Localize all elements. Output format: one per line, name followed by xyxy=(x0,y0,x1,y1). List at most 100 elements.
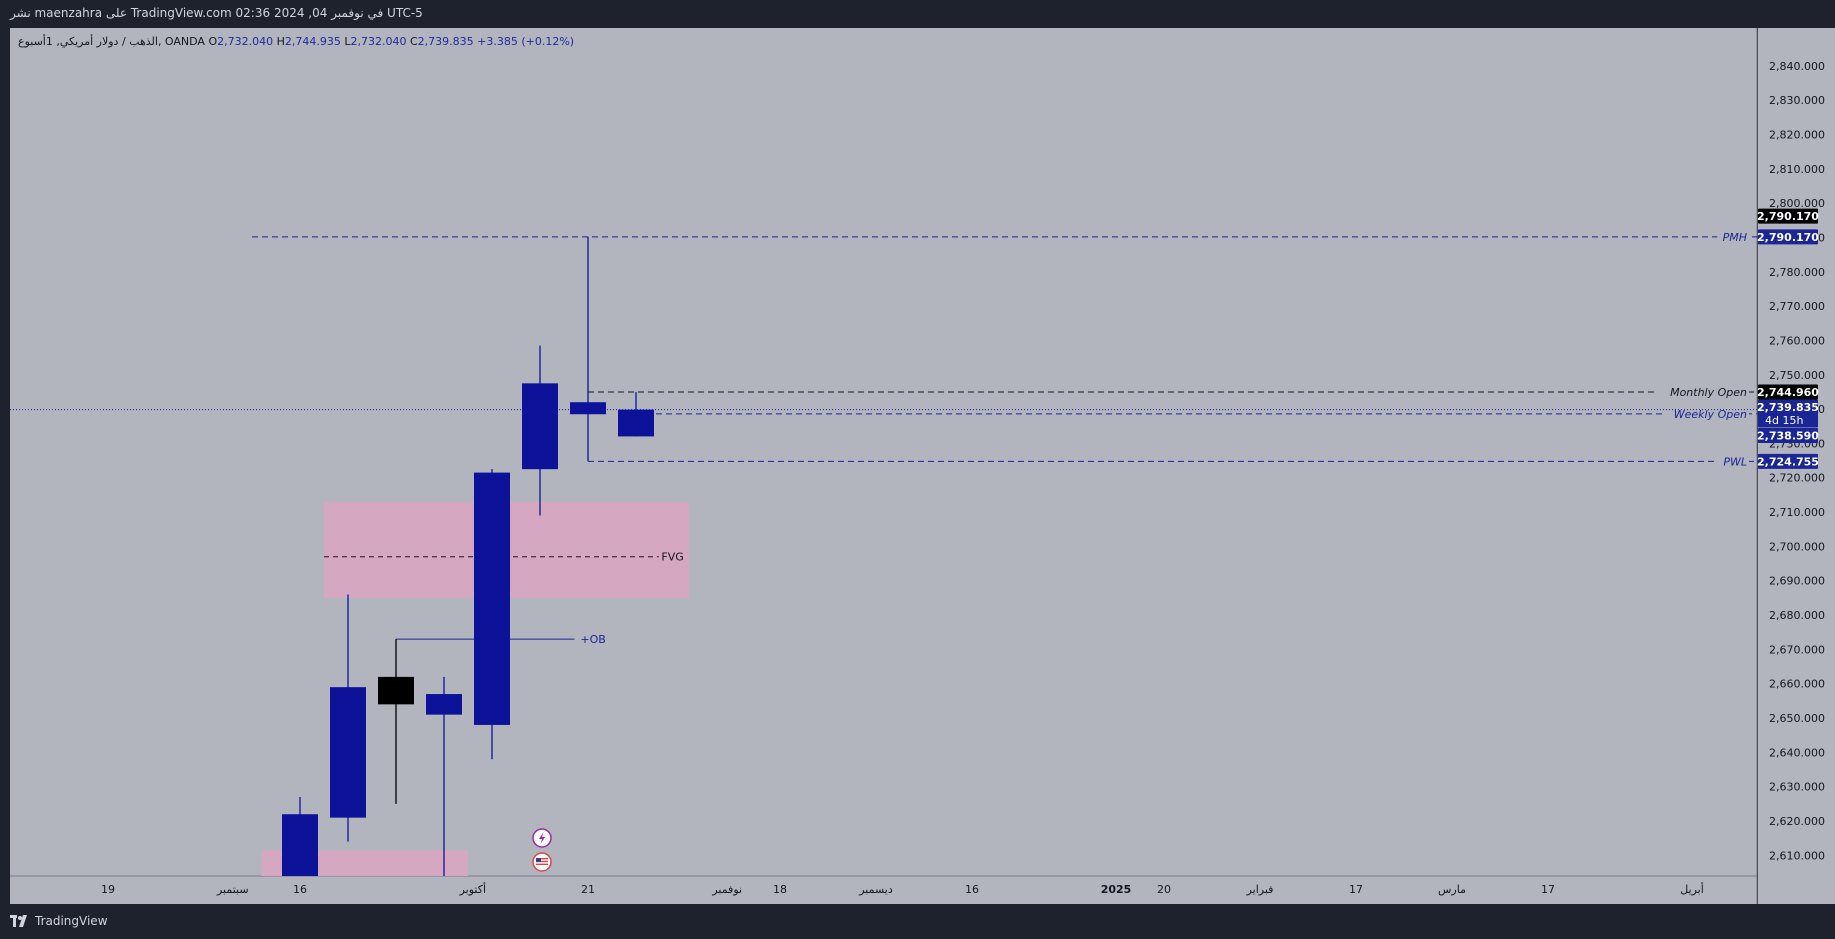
time-tick-label: 16 xyxy=(965,883,979,896)
candle[interactable] xyxy=(378,639,414,804)
price-tag-bg xyxy=(1758,428,1818,444)
candle[interactable] xyxy=(426,676,462,876)
candle-body xyxy=(570,402,606,415)
price-tick-label: 2,820.000 xyxy=(1769,128,1825,141)
candle-body xyxy=(618,409,654,437)
price-tag-value: 2,724.755 xyxy=(1757,455,1819,468)
price-tick-label: 2,760.000 xyxy=(1769,334,1825,347)
level-label-monthly-open: Monthly Open xyxy=(1670,386,1747,399)
price-tick-label: 2,780.000 xyxy=(1769,266,1825,279)
time-tick-label: 17 xyxy=(1541,883,1555,896)
level-label-bg xyxy=(1664,406,1749,421)
price-tick-label: 2,640.000 xyxy=(1769,746,1825,759)
candle[interactable] xyxy=(330,594,366,842)
price-tag-countdown: 4d 15h xyxy=(1765,414,1803,427)
time-tick-label: سبتمبر xyxy=(216,883,249,896)
price-tick-label: 2,700.000 xyxy=(1769,540,1825,553)
legend-low-label: L xyxy=(341,35,351,48)
time-axis[interactable]: 19 سبتمبر 16 أكتوبر 21 نوفمبر 18 ديسمبر 16 2025 20… xyxy=(101,882,1704,896)
price-axis[interactable]: 2,610.000 2,620.000 2,630.000 2,640.000 2,65… xyxy=(1769,60,1825,863)
price-tag-value: 2,790.170 xyxy=(1757,210,1819,223)
us-flag-event-icon[interactable] xyxy=(532,852,552,872)
candle[interactable] xyxy=(282,797,318,876)
candle-body xyxy=(282,814,318,876)
price-tick-label: 2,660.000 xyxy=(1769,678,1825,691)
level-label-bg xyxy=(1657,385,1749,400)
price-tag-value: 2,738.590 xyxy=(1757,430,1819,443)
level-label-bg xyxy=(1717,454,1749,469)
levels-layer: PMH Monthly Open Weekly Open PWL +OB xyxy=(10,229,1757,646)
price-tick-label: 2,610.000 xyxy=(1769,849,1825,862)
candle-body xyxy=(426,694,462,715)
price-tick-label: 2,680.000 xyxy=(1769,609,1825,622)
tradingview-logo[interactable]: TradingView xyxy=(10,914,108,928)
price-tag: 2,724.755 xyxy=(1757,453,1819,469)
brand-name: TradingView xyxy=(35,914,108,928)
candle-body xyxy=(522,383,558,470)
price-tag: 2,790.170 xyxy=(1757,208,1819,224)
level-label-pwl: PWL xyxy=(1723,455,1747,468)
price-tick-label: 2,750.000 xyxy=(1769,369,1825,382)
legend-low-value: 2,732.040 xyxy=(350,35,406,48)
top-bar: نشر maenzahra على TradingView.com في نوف… xyxy=(0,0,1835,28)
publish-line: نشر maenzahra على TradingView.com في نوف… xyxy=(10,6,423,20)
legend-symbol: الذهب / دولار أمريكي, 1أسبوع, OANDA O2,7… xyxy=(18,34,574,48)
price-tag-bg xyxy=(1758,384,1818,400)
chart-legend: الذهب / دولار أمريكي, 1أسبوع, OANDA O2,7… xyxy=(18,34,574,48)
price-tick-label: 2,670.000 xyxy=(1769,643,1825,656)
candle[interactable] xyxy=(618,392,654,437)
candle[interactable] xyxy=(474,469,510,760)
price-tag-value: 2,790.170 xyxy=(1757,231,1819,244)
legend-high-label: H xyxy=(273,35,285,48)
time-tick-label: 18 xyxy=(773,883,787,896)
fvg-label: FVG xyxy=(661,551,683,564)
time-tick-label: نوفمبر xyxy=(711,883,742,896)
price-tick-label: 2,800.000 xyxy=(1769,197,1825,210)
price-tick-label: 2,720.000 xyxy=(1769,472,1825,485)
price-tick-label: 2,830.000 xyxy=(1769,94,1825,107)
legend-close-label: C xyxy=(406,35,417,48)
candle-body xyxy=(330,687,366,818)
price-tag-bg xyxy=(1758,208,1818,224)
legend-high-value: 2,744.935 xyxy=(285,35,341,48)
flash-event-icon[interactable] xyxy=(532,828,552,848)
time-tick-label: 19 xyxy=(101,883,115,896)
tradingview-logo-icon xyxy=(10,915,27,927)
legend-open-label: O xyxy=(205,35,217,48)
time-tick-label: 20 xyxy=(1157,883,1171,896)
candles-layer[interactable] xyxy=(282,236,654,876)
price-tag-bg xyxy=(1758,453,1818,469)
legend-close-value: 2,739.835 xyxy=(418,35,474,48)
price-tick-label: 2,810.000 xyxy=(1769,163,1825,176)
price-tick-label: 2,690.000 xyxy=(1769,575,1825,588)
price-tag-bg xyxy=(1758,399,1818,428)
time-tick-label: 2025 xyxy=(1101,883,1132,896)
bottom-bar: TradingView xyxy=(0,905,1835,939)
price-tag-bg xyxy=(1758,229,1818,245)
level-label-bg xyxy=(1717,229,1749,244)
plot-background xyxy=(10,28,1757,904)
time-tick-label: أبريل xyxy=(1680,882,1704,896)
events-layer[interactable] xyxy=(532,828,552,872)
time-tick-label: 17 xyxy=(1349,883,1363,896)
candle-body xyxy=(474,472,510,725)
price-tag: 2,744.960 xyxy=(1757,384,1819,400)
price-tick-label: 2,630.000 xyxy=(1769,781,1825,794)
time-tick-label: مارس xyxy=(1438,883,1466,896)
level-label-pmh: PMH xyxy=(1723,231,1747,244)
time-tick-label: أكتوبر xyxy=(459,882,486,896)
candle[interactable] xyxy=(570,236,606,462)
time-tick-label: فبراير xyxy=(1246,883,1274,896)
legend-change: +3.385 (+0.12%) xyxy=(474,35,574,48)
price-tag-value: 2,739.835 xyxy=(1757,401,1819,414)
time-tick-label: 16 xyxy=(293,883,307,896)
candle-body xyxy=(378,676,414,705)
candle[interactable] xyxy=(522,345,558,516)
time-tick-label: ديسمبر xyxy=(858,883,893,896)
price-tick-label: 2,840.000 xyxy=(1769,60,1825,73)
legend-open-value: 2,732.040 xyxy=(217,35,273,48)
price-tick-label: 2,770.000 xyxy=(1769,300,1825,313)
